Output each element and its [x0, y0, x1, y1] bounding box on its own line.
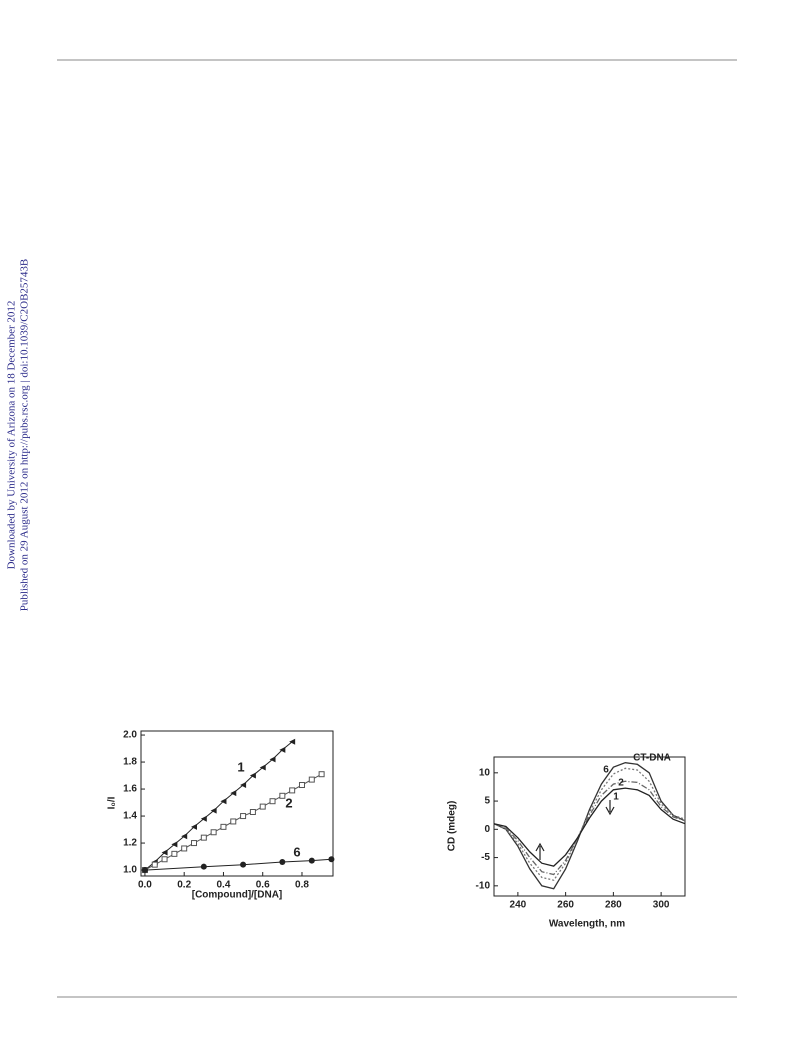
- x-tick-label: 280: [605, 900, 622, 911]
- x-tick-label: 0.6: [256, 880, 270, 891]
- chart: 0.0 0.2 0.4 0.6 0.8 1.0 1.2 1.4 1.6 1.8 2.0 [Compou…: [107, 730, 335, 901]
- x-tick-label: 0.2: [177, 880, 191, 891]
- x-tick-label: 300: [653, 900, 670, 911]
- series-label: 1: [613, 792, 619, 803]
- marker: [200, 815, 207, 822]
- x-tick-label: 0.0: [138, 880, 152, 891]
- marker: [279, 858, 286, 865]
- series-line: [144, 741, 293, 871]
- marker: [151, 861, 158, 868]
- series-label: 1: [237, 759, 244, 774]
- marker: [328, 856, 335, 863]
- marker: [289, 787, 296, 794]
- marker: [289, 738, 296, 745]
- marker: [279, 746, 286, 753]
- y-tick-label: -10: [476, 880, 491, 891]
- series-label: CT-DNA: [633, 753, 671, 764]
- marker: [240, 813, 247, 820]
- series-label: 2: [618, 778, 624, 789]
- marker: [220, 823, 227, 830]
- y-tick-label: 1.6: [123, 784, 137, 795]
- x-tick-label: 240: [510, 900, 527, 911]
- x-axis-label: Wavelength, nm: [549, 919, 625, 930]
- marker: [200, 863, 207, 870]
- marker: [161, 849, 168, 856]
- y-axis-label: CD (mdeg): [447, 801, 458, 852]
- marker: [141, 867, 148, 874]
- marker: [230, 790, 237, 797]
- marker: [200, 834, 207, 841]
- series-line: [493, 762, 686, 890]
- x-tick-label: 0.4: [217, 880, 231, 891]
- marker: [171, 850, 178, 857]
- marker: [191, 840, 198, 847]
- series-label: 2: [285, 795, 292, 810]
- marker: [318, 771, 325, 778]
- marker: [240, 782, 247, 789]
- series-line: [493, 787, 686, 867]
- marker: [161, 856, 168, 863]
- series-label: 6: [293, 844, 300, 859]
- chart: 240 260 280 300 -10 -5 0 5 10 Wavelength, nm CD (m…: [447, 753, 686, 930]
- x-tick-label: 0.8: [295, 880, 309, 891]
- marker: [230, 818, 237, 825]
- marker: [269, 756, 276, 763]
- plot-frame: [493, 756, 686, 897]
- side-note: Published on 29 August 2012 on http://pu…: [19, 259, 31, 612]
- x-tick-label: 260: [557, 900, 574, 911]
- series-line: [493, 767, 686, 881]
- arrow: [605, 800, 615, 816]
- y-axis-label: I₀/I: [107, 796, 118, 809]
- marker: [191, 823, 198, 830]
- y-tick-label: 2.0: [123, 730, 137, 741]
- y-tick-label: 10: [479, 767, 491, 778]
- y-tick-label: -5: [481, 852, 490, 863]
- marker: [181, 833, 188, 840]
- marker: [181, 845, 188, 852]
- marker: [259, 803, 266, 810]
- series-line: [493, 780, 686, 876]
- marker: [279, 792, 286, 799]
- marker: [240, 861, 247, 868]
- y-tick-label: 1.8: [123, 757, 137, 768]
- y-tick-label: 0: [484, 824, 490, 835]
- y-tick-label: 1.2: [123, 838, 137, 849]
- marker: [210, 807, 217, 814]
- marker: [249, 772, 256, 779]
- marker: [269, 798, 276, 805]
- y-tick-label: 1.4: [123, 811, 137, 822]
- marker: [308, 776, 315, 783]
- series-line: [144, 858, 332, 871]
- marker: [259, 764, 266, 771]
- marker: [171, 841, 178, 848]
- arrow: [535, 842, 545, 860]
- y-tick-label: 5: [484, 796, 490, 807]
- side-note: Downloaded by University of Arizona on 1…: [6, 301, 18, 570]
- marker: [249, 809, 256, 816]
- y-tick-label: 1.0: [123, 865, 137, 876]
- marker: [298, 782, 305, 789]
- marker: [210, 829, 217, 836]
- x-axis-label: [Compound]/[DNA]: [192, 890, 283, 901]
- plot-frame: [140, 730, 334, 877]
- marker: [220, 798, 227, 805]
- series-label: 6: [603, 765, 609, 776]
- marker: [308, 857, 315, 864]
